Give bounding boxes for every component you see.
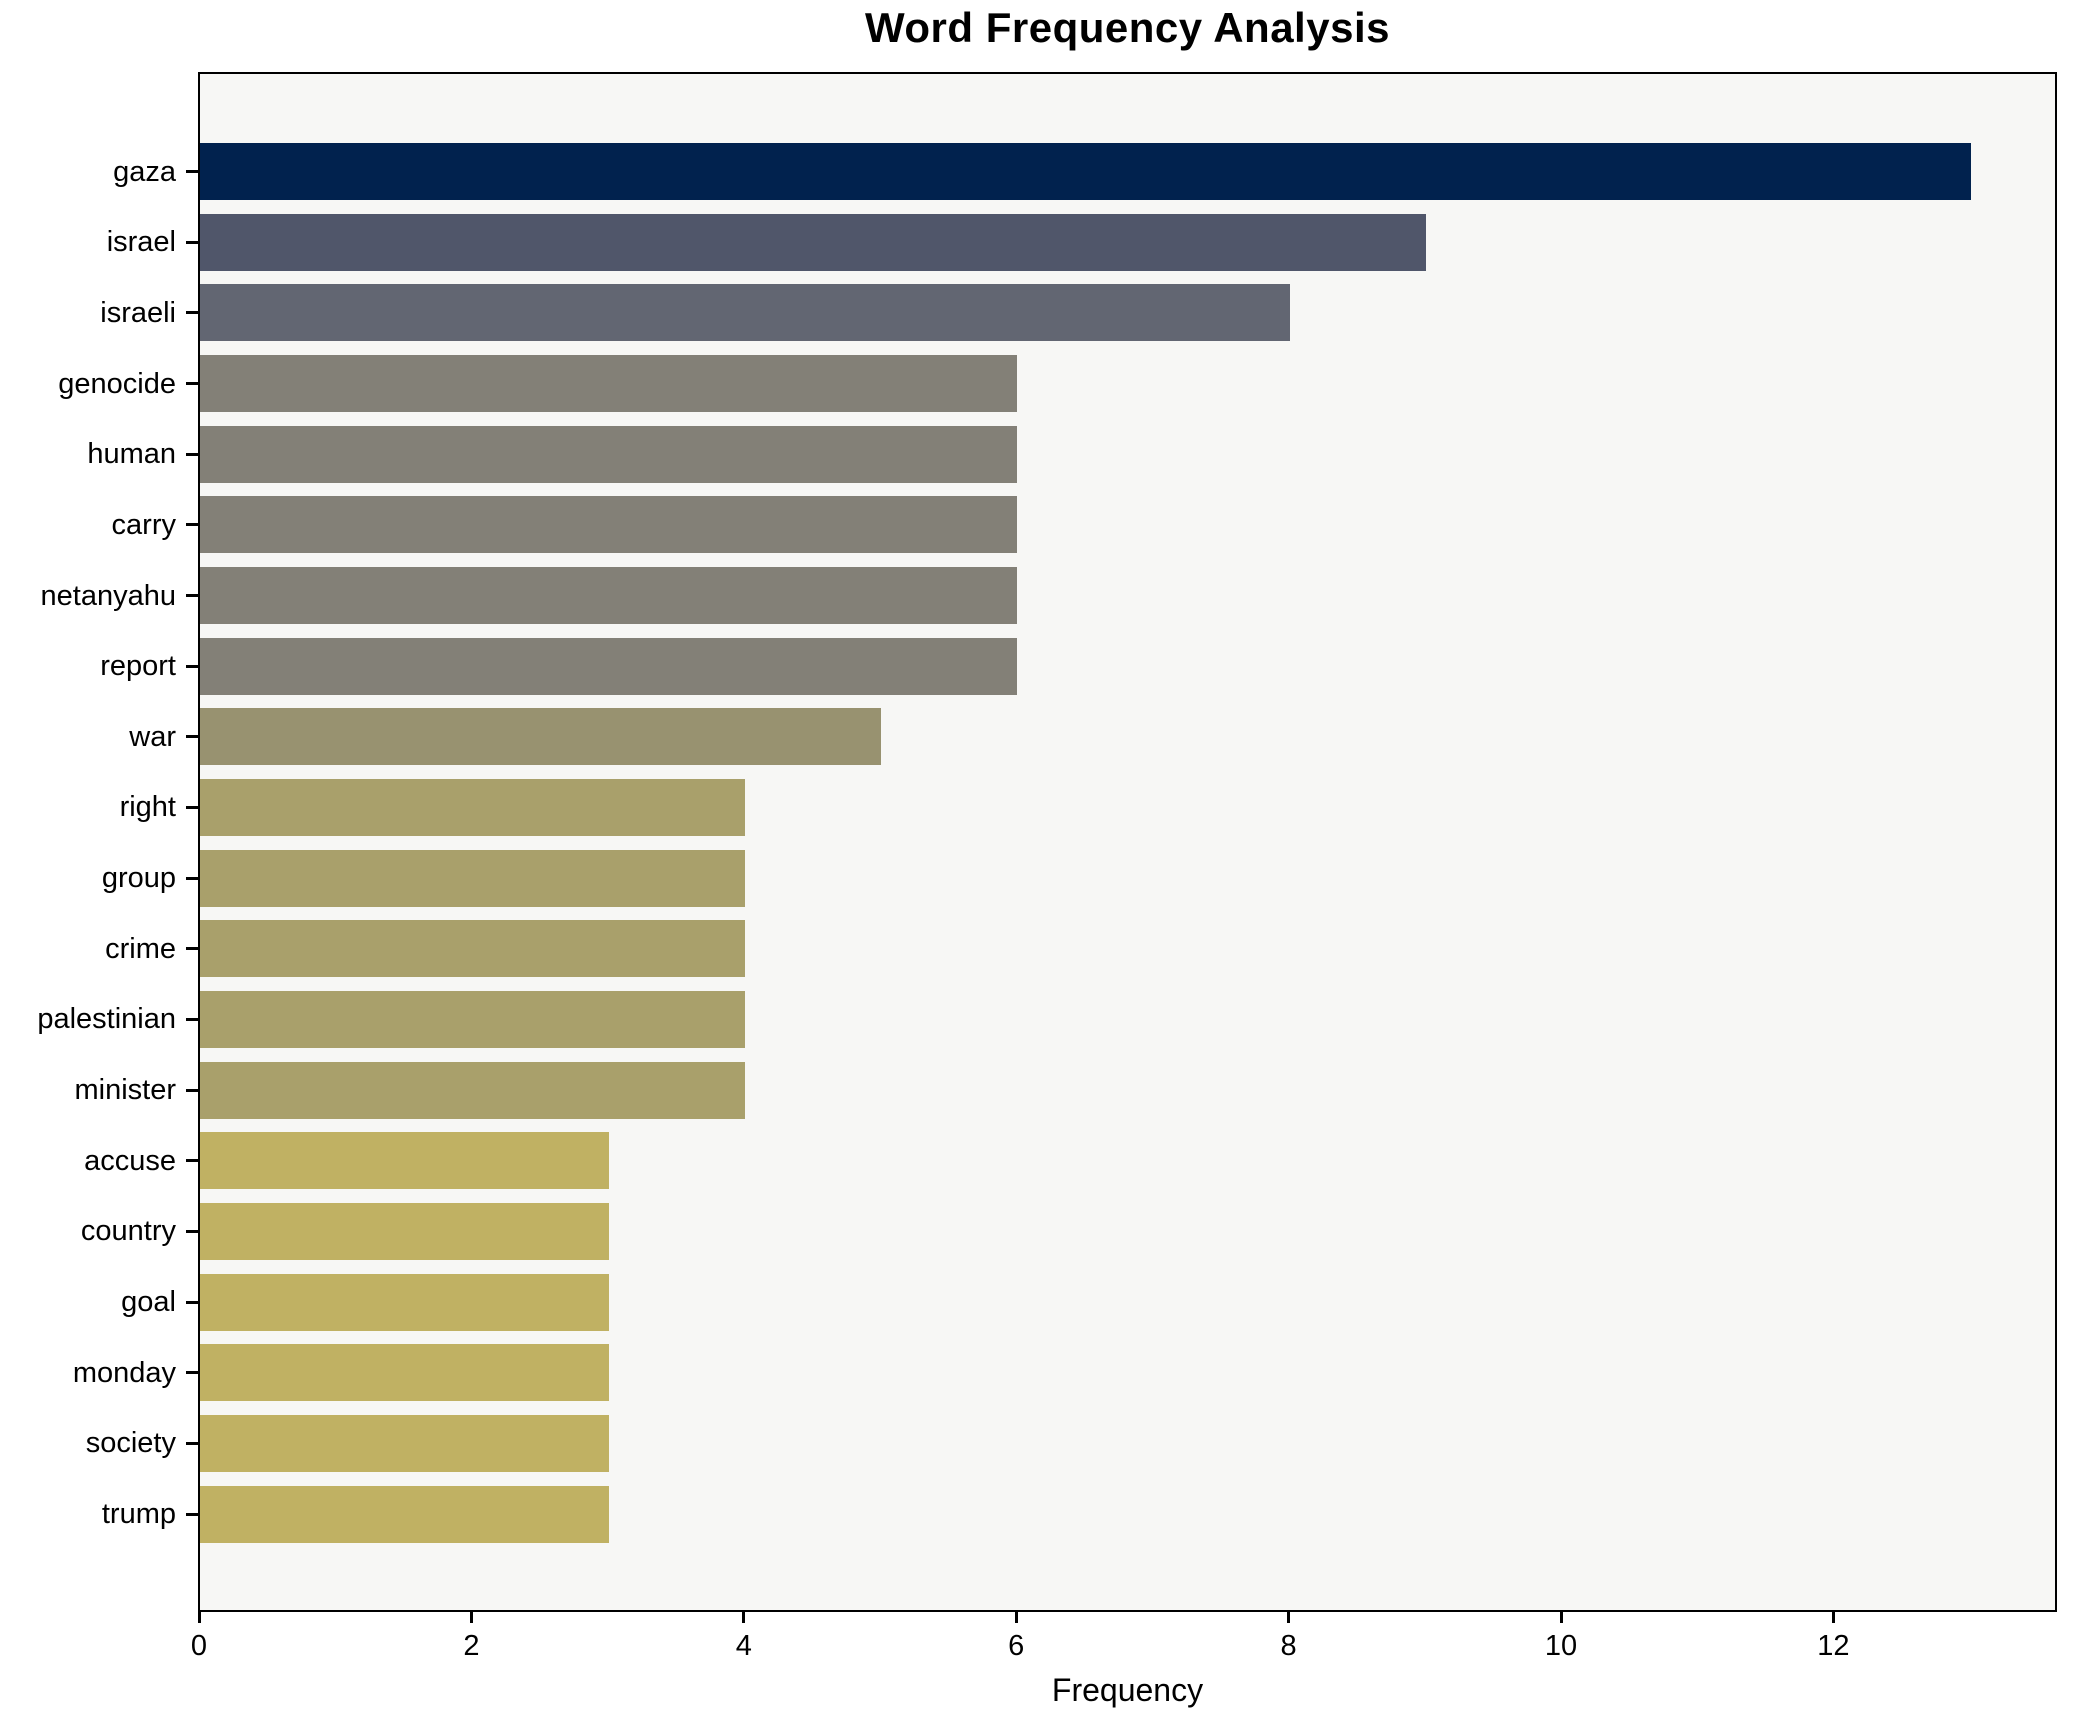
- y-tick-label: carry: [111, 508, 176, 541]
- bar-war: [200, 708, 881, 766]
- y-tick-mark: [186, 1441, 198, 1445]
- y-tick-label: netanyahu: [40, 579, 176, 612]
- y-tick-label: accuse: [84, 1144, 176, 1177]
- x-axis-label: Frequency: [1051, 1672, 1204, 1708]
- x-tick-label: 8: [1280, 1630, 1297, 1662]
- y-tick-mark: [186, 1088, 198, 1092]
- x-tick-mark: [1014, 1612, 1018, 1623]
- bar-genocide: [200, 355, 1018, 412]
- y-tick-mark: [186, 1229, 198, 1233]
- y-tick-mark: [186, 1300, 198, 1304]
- y-tick-mark: [186, 170, 198, 173]
- bar-israeli: [200, 284, 1290, 342]
- x-tick-mark: [469, 1612, 473, 1623]
- y-tick-label: monday: [72, 1356, 176, 1389]
- y-tick-label: israeli: [100, 296, 176, 329]
- plot-area: [198, 72, 2057, 1612]
- y-tick-label: country: [80, 1215, 176, 1248]
- x-tick-mark: [742, 1612, 746, 1623]
- bar-right: [200, 778, 745, 836]
- y-tick-label: society: [85, 1427, 176, 1460]
- y-tick-label: minister: [74, 1074, 176, 1107]
- bar-report: [200, 637, 1018, 695]
- chart-title: Word Frequency Analysis: [865, 4, 1390, 51]
- y-tick-label: genocide: [58, 367, 176, 400]
- y-tick-mark: [186, 523, 198, 527]
- y-tick-label: palestinian: [37, 1003, 176, 1036]
- y-tick-label: right: [119, 791, 176, 824]
- y-tick-mark: [186, 805, 198, 809]
- bar-trump: [200, 1485, 609, 1543]
- bar-minister: [200, 1061, 745, 1119]
- y-tick-label: human: [87, 438, 176, 471]
- y-tick-mark: [186, 1159, 198, 1163]
- y-tick-mark: [186, 735, 198, 739]
- y-tick-mark: [186, 452, 198, 456]
- y-tick-label: report: [100, 650, 176, 683]
- x-tick-mark: [197, 1612, 201, 1623]
- bar-israel: [200, 213, 1426, 271]
- x-tick-mark: [1831, 1612, 1835, 1623]
- x-tick-label: 6: [1008, 1630, 1025, 1662]
- bar-society: [200, 1414, 609, 1472]
- y-tick-mark: [186, 594, 198, 597]
- x-tick-mark: [1559, 1612, 1563, 1623]
- y-tick-mark: [186, 240, 198, 244]
- bar-netanyahu: [200, 567, 1018, 624]
- y-tick-mark: [186, 1371, 198, 1375]
- y-tick-mark: [186, 1512, 198, 1516]
- bar-country: [200, 1202, 609, 1260]
- bar-goal: [200, 1273, 609, 1331]
- y-tick-label: group: [101, 862, 176, 895]
- y-tick-mark: [186, 1017, 198, 1021]
- x-tick-label: 12: [1817, 1630, 1850, 1662]
- y-tick-label: gaza: [113, 155, 176, 188]
- y-tick-mark: [186, 664, 198, 668]
- x-tick-mark: [1287, 1612, 1291, 1623]
- x-tick-label: 4: [735, 1630, 752, 1662]
- y-tick-mark: [186, 876, 198, 880]
- bar-group: [200, 849, 745, 907]
- y-tick-label: crime: [105, 932, 176, 965]
- y-tick-mark: [186, 382, 198, 385]
- bar-gaza: [200, 143, 1971, 200]
- bar-monday: [200, 1344, 609, 1402]
- y-tick-mark: [186, 947, 198, 951]
- bar-palestinian: [200, 990, 745, 1048]
- bar-carry: [200, 496, 1018, 554]
- y-tick-label: war: [129, 720, 176, 753]
- y-tick-label: trump: [101, 1498, 176, 1530]
- y-tick-mark: [186, 311, 198, 315]
- y-tick-label: goal: [121, 1286, 176, 1319]
- x-tick-label: 10: [1544, 1630, 1578, 1662]
- y-tick-label: israel: [106, 226, 176, 259]
- x-tick-label: 2: [463, 1630, 480, 1662]
- bar-accuse: [200, 1132, 609, 1190]
- bar-crime: [200, 920, 745, 978]
- x-tick-label: 0: [190, 1630, 208, 1662]
- bar-human: [200, 425, 1018, 483]
